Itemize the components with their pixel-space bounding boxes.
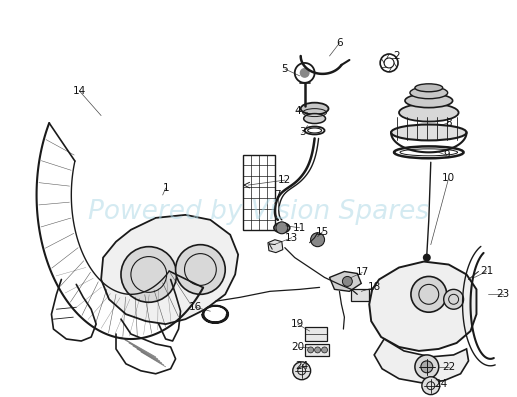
Text: 15: 15 (316, 227, 329, 237)
Text: 23: 23 (497, 289, 510, 299)
Polygon shape (268, 240, 283, 252)
Text: 24: 24 (295, 361, 308, 371)
Circle shape (293, 362, 311, 380)
Text: 11: 11 (293, 223, 307, 233)
Text: 12: 12 (278, 175, 292, 185)
Circle shape (308, 347, 314, 353)
Circle shape (411, 276, 447, 312)
Text: 21: 21 (480, 266, 493, 276)
Polygon shape (329, 272, 361, 291)
Text: Powered by Vision Spares: Powered by Vision Spares (88, 199, 429, 225)
Text: 4: 4 (294, 106, 301, 116)
Text: 3: 3 (299, 127, 306, 137)
Ellipse shape (303, 114, 326, 123)
Text: 14: 14 (72, 86, 86, 96)
Text: 24: 24 (434, 379, 447, 389)
Text: 19: 19 (291, 319, 305, 329)
Polygon shape (101, 215, 238, 324)
Text: 16: 16 (189, 302, 202, 312)
Polygon shape (305, 344, 329, 356)
Text: 18: 18 (368, 282, 381, 292)
Circle shape (311, 233, 325, 247)
Ellipse shape (410, 87, 448, 99)
Polygon shape (369, 262, 477, 351)
Circle shape (176, 245, 225, 294)
Text: 13: 13 (285, 233, 298, 243)
Circle shape (422, 377, 440, 395)
Circle shape (423, 254, 431, 262)
Text: 17: 17 (356, 268, 369, 278)
Text: 20: 20 (291, 342, 305, 352)
Bar (243, 155, 275, 230)
Circle shape (315, 347, 321, 353)
Circle shape (276, 222, 288, 234)
Text: 1: 1 (162, 183, 169, 193)
Text: 22: 22 (442, 362, 455, 372)
Ellipse shape (399, 104, 459, 121)
Ellipse shape (301, 103, 328, 115)
Text: 10: 10 (442, 173, 455, 183)
Text: 6: 6 (336, 38, 343, 48)
Circle shape (300, 68, 310, 78)
Circle shape (322, 347, 327, 353)
Circle shape (415, 355, 439, 379)
Ellipse shape (415, 84, 443, 92)
Circle shape (121, 247, 177, 302)
Circle shape (421, 361, 433, 373)
Text: 9: 9 (444, 150, 450, 160)
Text: 2: 2 (394, 51, 400, 61)
Circle shape (342, 276, 353, 286)
Bar (305, 327, 327, 341)
Text: 8: 8 (445, 118, 452, 127)
Bar (352, 289, 369, 301)
Circle shape (444, 289, 464, 309)
Text: 5: 5 (281, 64, 288, 74)
Polygon shape (374, 339, 468, 383)
Ellipse shape (405, 94, 452, 108)
Ellipse shape (274, 223, 290, 233)
Text: 7: 7 (275, 190, 281, 200)
Ellipse shape (391, 125, 466, 141)
